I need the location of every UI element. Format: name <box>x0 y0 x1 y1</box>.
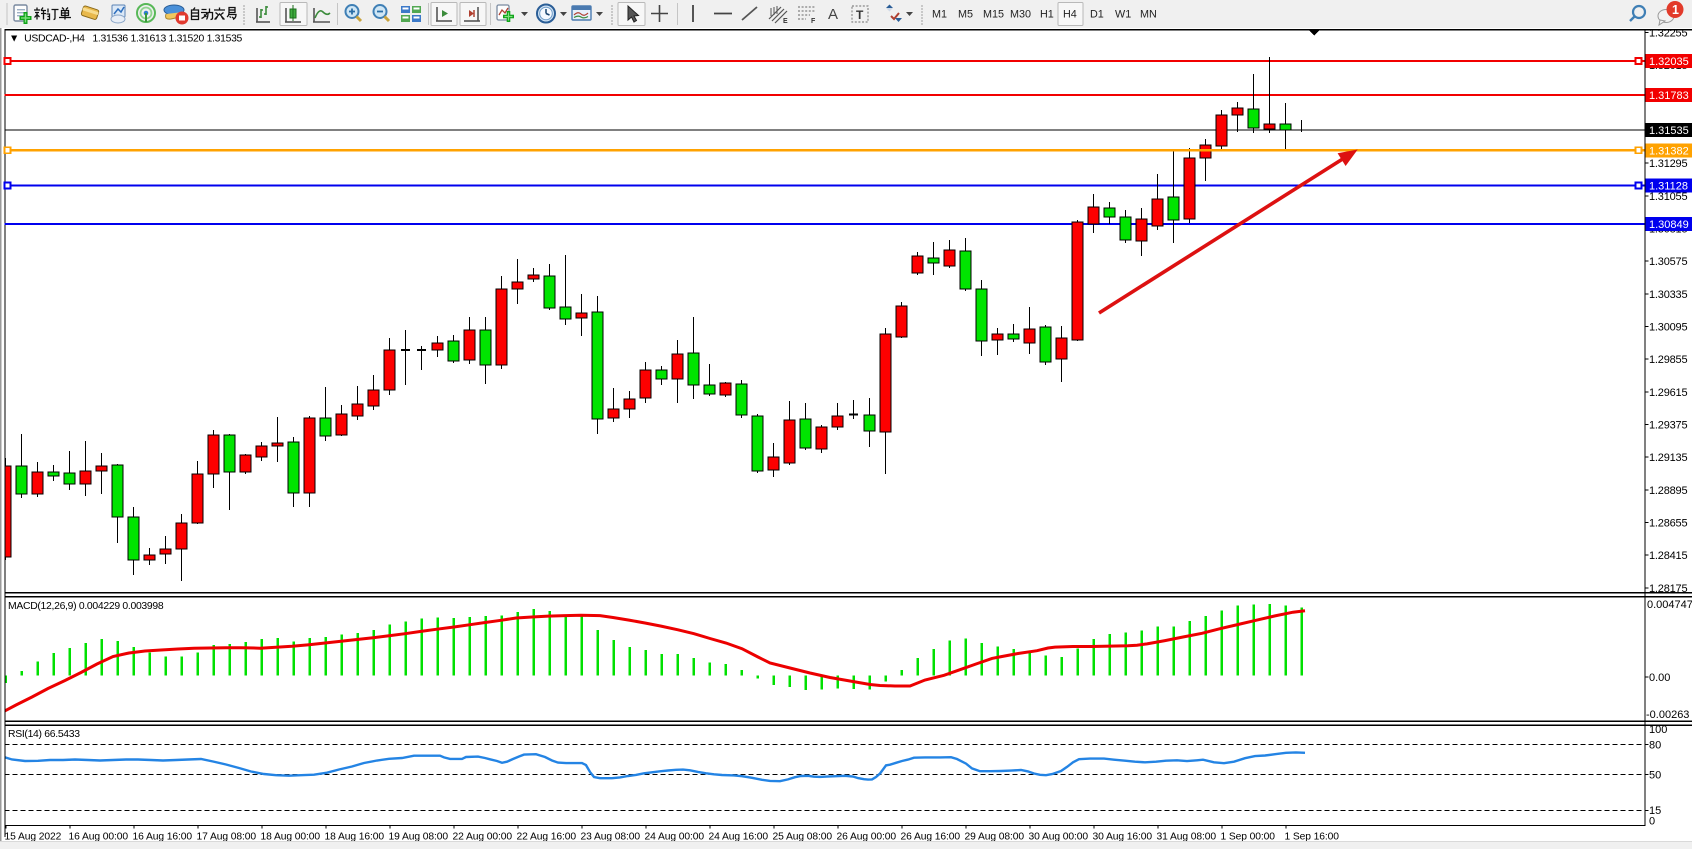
svg-text:M1: M1 <box>932 9 947 21</box>
svg-text:19 Aug 08:00: 19 Aug 08:00 <box>389 832 449 843</box>
svg-text:22 Aug 16:00: 22 Aug 16:00 <box>517 832 577 843</box>
svg-text:-0.00263: -0.00263 <box>1646 709 1689 721</box>
svg-text:18 Aug 16:00: 18 Aug 16:00 <box>325 832 385 843</box>
svg-text:0.004747: 0.004747 <box>1647 599 1692 611</box>
svg-text:1.29135: 1.29135 <box>1649 452 1687 464</box>
svg-text:1.28655: 1.28655 <box>1649 518 1687 530</box>
svg-text:1.31783: 1.31783 <box>1649 90 1689 102</box>
svg-text:29 Aug 08:00: 29 Aug 08:00 <box>965 832 1025 843</box>
svg-text:30 Aug 16:00: 30 Aug 16:00 <box>1093 832 1153 843</box>
svg-text:50: 50 <box>1649 770 1661 782</box>
svg-text:22 Aug 00:00: 22 Aug 00:00 <box>453 832 513 843</box>
svg-text:18 Aug 00:00: 18 Aug 00:00 <box>261 832 321 843</box>
svg-text:1.30095: 1.30095 <box>1649 322 1687 334</box>
svg-text:D1: D1 <box>1090 9 1104 21</box>
svg-text:15: 15 <box>1649 805 1661 817</box>
svg-text:1.32035: 1.32035 <box>1649 56 1689 68</box>
svg-text:F: F <box>811 18 816 25</box>
svg-text:MN: MN <box>1140 9 1157 21</box>
svg-text:1.29375: 1.29375 <box>1649 420 1687 432</box>
svg-text:1.30335: 1.30335 <box>1649 289 1687 301</box>
svg-text:16 Aug 16:00: 16 Aug 16:00 <box>133 832 193 843</box>
svg-text:1.31055: 1.31055 <box>1649 191 1687 203</box>
svg-text:M30: M30 <box>1010 9 1031 21</box>
svg-text:1.28415: 1.28415 <box>1649 550 1687 562</box>
svg-text:17 Aug 08:00: 17 Aug 08:00 <box>197 832 257 843</box>
svg-text:24 Aug 00:00: 24 Aug 00:00 <box>645 832 705 843</box>
svg-text:T: T <box>856 8 864 22</box>
svg-text:▼ USDCAD-,H4 1.31536 1.3161: ▼ USDCAD-,H4 1.31536 1.31613 1.31520 1.3… <box>9 34 243 45</box>
svg-text:26 Aug 00:00: 26 Aug 00:00 <box>837 832 897 843</box>
svg-text:16 Aug 00:00: 16 Aug 00:00 <box>69 832 129 843</box>
svg-text:1.30575: 1.30575 <box>1649 256 1687 268</box>
svg-text:30 Aug 00:00: 30 Aug 00:00 <box>1029 832 1089 843</box>
svg-text:H4: H4 <box>1063 9 1077 21</box>
svg-text:25 Aug 08:00: 25 Aug 08:00 <box>773 832 833 843</box>
svg-text:1.31382: 1.31382 <box>1649 145 1689 157</box>
svg-text:24 Aug 16:00: 24 Aug 16:00 <box>709 832 769 843</box>
svg-text:1.29855: 1.29855 <box>1649 354 1687 366</box>
svg-text:1.32255: 1.32255 <box>1649 28 1687 40</box>
svg-text:1.31535: 1.31535 <box>1649 125 1689 137</box>
svg-text:1.28895: 1.28895 <box>1649 485 1687 497</box>
svg-text:0: 0 <box>1649 816 1655 828</box>
svg-text:M15: M15 <box>983 9 1004 21</box>
svg-text:1 Sep 16:00: 1 Sep 16:00 <box>1285 832 1340 843</box>
svg-text:H1: H1 <box>1040 9 1054 21</box>
svg-text:1.28175: 1.28175 <box>1649 583 1687 595</box>
svg-text:1.29615: 1.29615 <box>1649 387 1687 399</box>
svg-text:80: 80 <box>1649 740 1661 752</box>
svg-text:MACD(12,26,9) 0.004229 0.00399: MACD(12,26,9) 0.004229 0.003998 <box>8 601 164 612</box>
svg-text:E: E <box>783 18 788 25</box>
svg-text:1.31295: 1.31295 <box>1649 158 1687 170</box>
svg-text:26 Aug 16:00: 26 Aug 16:00 <box>901 832 961 843</box>
svg-text:1 Sep 00:00: 1 Sep 00:00 <box>1221 832 1276 843</box>
svg-text:1.30849: 1.30849 <box>1649 219 1689 231</box>
svg-text:31 Aug 08:00: 31 Aug 08:00 <box>1157 832 1217 843</box>
svg-text:23 Aug 08:00: 23 Aug 08:00 <box>581 832 641 843</box>
svg-text:RSI(14) 66.5433: RSI(14) 66.5433 <box>8 729 80 740</box>
svg-text:15 Aug 2022: 15 Aug 2022 <box>5 832 62 843</box>
svg-text:W1: W1 <box>1115 9 1131 21</box>
svg-text:A: A <box>828 6 838 23</box>
svg-text:100: 100 <box>1649 724 1667 736</box>
svg-text:1.31128: 1.31128 <box>1649 181 1688 193</box>
svg-text:1: 1 <box>1672 3 1679 17</box>
svg-text:0.00: 0.00 <box>1649 672 1670 684</box>
svg-text:M5: M5 <box>958 9 973 21</box>
